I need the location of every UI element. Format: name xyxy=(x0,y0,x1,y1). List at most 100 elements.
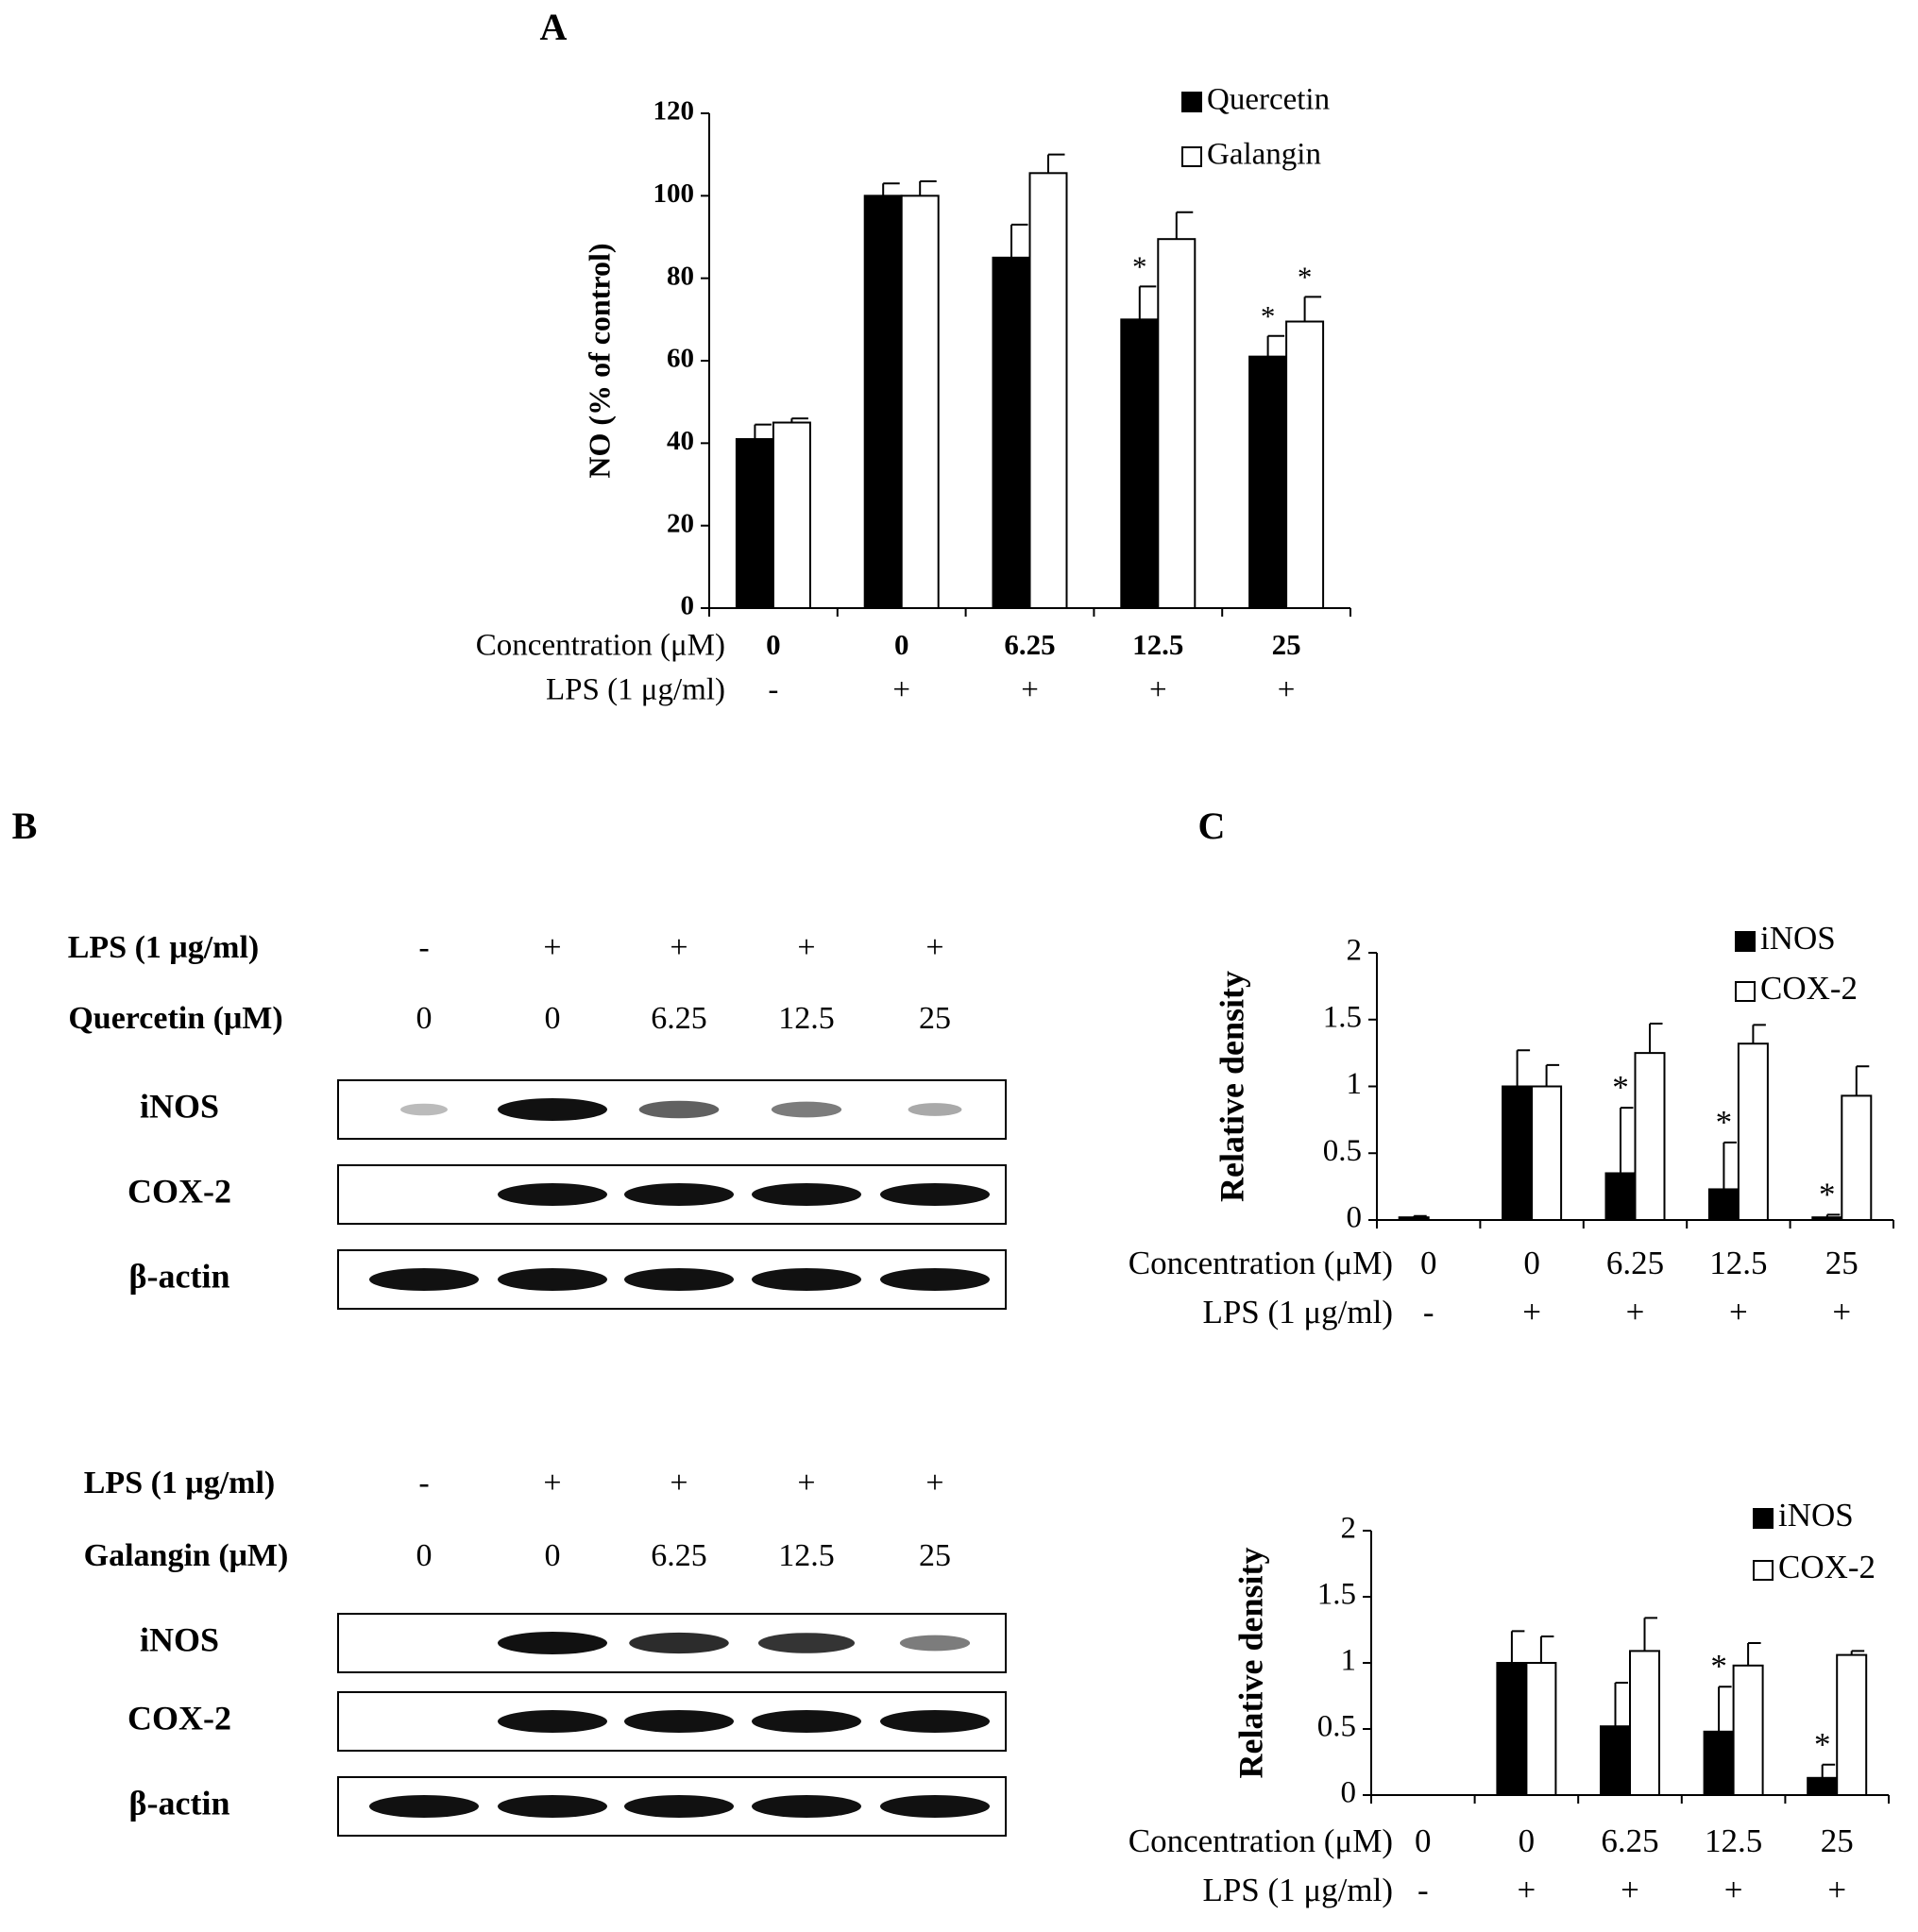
x-axis-label: Concentration (μM) xyxy=(476,629,725,663)
x-axis-label: LPS (1 μg/ml) xyxy=(546,673,725,707)
error-bar xyxy=(1510,1630,1525,1663)
legend-swatch xyxy=(1753,1560,1774,1581)
blot-band xyxy=(752,1710,861,1733)
lane-dose: 0 xyxy=(545,1538,561,1573)
blot-band xyxy=(880,1268,990,1291)
lps-label: + xyxy=(1626,1294,1645,1330)
blot-band xyxy=(498,1632,607,1654)
blot-label: Galangin (μM) xyxy=(84,1538,289,1573)
lane-lps: + xyxy=(797,930,815,965)
error-bar xyxy=(1539,1635,1554,1663)
blot-band xyxy=(899,1635,971,1652)
panel-label: A xyxy=(540,6,568,48)
error-bar xyxy=(882,182,900,196)
blot-band xyxy=(752,1795,861,1818)
lps-label: - xyxy=(1423,1294,1434,1330)
x-axis-label: Concentration (μM) xyxy=(1129,1245,1393,1281)
y-tick-label: 1.5 xyxy=(1323,1000,1362,1034)
y-axis-label: NO (% of control) xyxy=(582,243,616,478)
error-bar xyxy=(1821,1763,1836,1778)
blot-row-label: β-actin xyxy=(129,1257,230,1295)
blot-band xyxy=(629,1632,729,1654)
lps-label: + xyxy=(1021,673,1039,707)
lane-lps: + xyxy=(543,930,561,965)
x-tick-label: 6.25 xyxy=(1601,1822,1658,1859)
lps-label: + xyxy=(1278,673,1296,707)
error-bar xyxy=(1266,334,1285,357)
lane-lps: + xyxy=(670,1466,687,1500)
lane-dose: 6.25 xyxy=(651,1001,707,1036)
blot-row-label: COX-2 xyxy=(127,1699,231,1737)
x-axis-label: LPS (1 μg/ml) xyxy=(1202,1872,1393,1908)
blot-row-label: β-actin xyxy=(129,1784,230,1822)
error-bar xyxy=(919,180,937,196)
bar xyxy=(992,256,1031,609)
legend-swatch xyxy=(1735,981,1756,1002)
lane-lps: + xyxy=(925,1466,943,1500)
bar xyxy=(900,195,940,609)
significance-mark: * xyxy=(1298,260,1313,293)
lane-lps: + xyxy=(670,930,687,965)
y-tick-label: 40 xyxy=(667,426,694,456)
lane-dose: 12.5 xyxy=(778,1001,835,1036)
error-bar xyxy=(790,417,808,423)
lps-label: - xyxy=(768,673,778,707)
bar xyxy=(1629,1650,1660,1797)
error-bar xyxy=(1175,211,1194,240)
blot-band xyxy=(498,1098,607,1121)
error-bar xyxy=(1614,1682,1628,1727)
error-bar xyxy=(1413,1214,1427,1218)
y-tick-label: 20 xyxy=(667,508,694,538)
significance-mark: * xyxy=(1819,1176,1836,1212)
x-tick-label: 0 xyxy=(1523,1245,1540,1281)
error-bar xyxy=(1747,1642,1761,1666)
bar xyxy=(1157,238,1197,610)
x-tick-label: 0 xyxy=(1415,1822,1432,1859)
blot-band xyxy=(757,1633,856,1653)
legend-label: Galangin xyxy=(1207,138,1321,172)
lps-label: + xyxy=(1724,1872,1743,1908)
error-bar xyxy=(1723,1141,1737,1190)
error-bar xyxy=(1718,1686,1732,1732)
bar xyxy=(1398,1216,1430,1222)
blot-band xyxy=(498,1183,607,1206)
blot-band xyxy=(880,1710,990,1733)
lps-label: + xyxy=(1832,1294,1851,1330)
lane-dose: 0 xyxy=(545,1001,561,1036)
error-bar xyxy=(1138,285,1157,320)
panel-label: C xyxy=(1198,805,1226,847)
x-tick-label: 6.25 xyxy=(1606,1245,1664,1281)
bar xyxy=(1737,1042,1769,1221)
blot-band xyxy=(498,1710,607,1733)
bar xyxy=(735,437,774,610)
legend-label: COX-2 xyxy=(1778,1549,1876,1585)
y-tick-label: 1 xyxy=(1347,1067,1363,1101)
significance-mark: * xyxy=(1710,1648,1727,1685)
bar xyxy=(1732,1664,1764,1797)
x-tick-label: 25 xyxy=(1825,1245,1859,1281)
x-tick-label: 0 xyxy=(766,628,781,661)
lane-dose: 0 xyxy=(416,1001,433,1036)
x-axis-label: LPS (1 μg/ml) xyxy=(1202,1294,1393,1330)
y-tick-label: 0 xyxy=(681,591,695,621)
blot-band xyxy=(771,1101,842,1118)
blot-band xyxy=(752,1183,861,1206)
error-bar xyxy=(754,423,772,439)
bar xyxy=(863,195,903,609)
bar xyxy=(1811,1216,1843,1222)
lane-dose: 25 xyxy=(919,1001,951,1036)
lps-label: + xyxy=(1149,673,1167,707)
x-tick-label: 0 xyxy=(1420,1245,1437,1281)
blot-band xyxy=(498,1268,607,1291)
blot-band xyxy=(624,1710,734,1733)
bar xyxy=(1531,1085,1563,1221)
x-tick-label: 12.5 xyxy=(1705,1822,1762,1859)
y-tick-label: 1 xyxy=(1341,1644,1357,1678)
significance-mark: * xyxy=(1716,1104,1733,1141)
error-bar xyxy=(1850,1650,1865,1655)
x-tick-label: 25 xyxy=(1272,628,1301,661)
significance-mark: * xyxy=(1612,1069,1629,1106)
lane-lps: - xyxy=(418,930,429,965)
blot-band xyxy=(908,1103,962,1116)
